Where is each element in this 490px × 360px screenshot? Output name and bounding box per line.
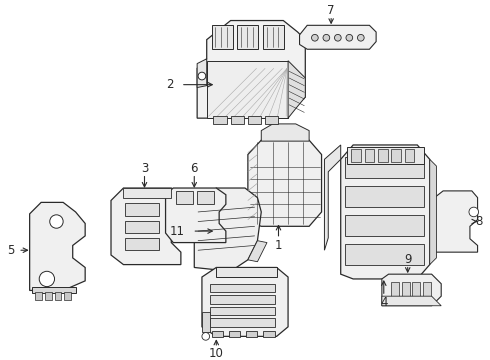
- Bar: [237, 25, 258, 49]
- Bar: [214, 116, 227, 124]
- Text: 6: 6: [191, 162, 198, 175]
- Circle shape: [335, 35, 341, 41]
- Circle shape: [50, 215, 63, 228]
- Polygon shape: [288, 61, 305, 118]
- Polygon shape: [31, 287, 75, 293]
- Bar: [210, 307, 275, 315]
- Bar: [345, 215, 424, 236]
- Bar: [345, 157, 424, 179]
- Text: 11: 11: [170, 225, 185, 238]
- Bar: [125, 203, 159, 216]
- Bar: [54, 292, 61, 300]
- Bar: [210, 284, 275, 292]
- Bar: [64, 292, 71, 300]
- Bar: [248, 116, 261, 124]
- Circle shape: [469, 207, 479, 217]
- Circle shape: [323, 35, 330, 41]
- Polygon shape: [248, 241, 267, 262]
- Polygon shape: [123, 188, 172, 198]
- Polygon shape: [197, 21, 305, 118]
- Polygon shape: [194, 188, 261, 271]
- Bar: [125, 238, 159, 250]
- Polygon shape: [382, 274, 441, 306]
- Circle shape: [202, 333, 210, 340]
- Polygon shape: [248, 140, 321, 226]
- Text: 7: 7: [327, 4, 335, 18]
- Bar: [392, 149, 401, 162]
- Polygon shape: [166, 188, 226, 243]
- Bar: [347, 147, 424, 164]
- Text: 2: 2: [166, 78, 173, 91]
- Bar: [365, 149, 374, 162]
- Polygon shape: [207, 61, 288, 118]
- Polygon shape: [111, 188, 181, 265]
- Text: 5: 5: [7, 244, 14, 257]
- Polygon shape: [202, 267, 288, 336]
- Circle shape: [358, 35, 364, 41]
- Bar: [263, 330, 275, 337]
- Bar: [345, 243, 424, 265]
- Polygon shape: [435, 191, 478, 252]
- Polygon shape: [30, 202, 85, 291]
- Bar: [35, 292, 42, 300]
- Bar: [351, 149, 361, 162]
- Bar: [405, 149, 415, 162]
- Bar: [231, 116, 244, 124]
- Bar: [345, 186, 424, 207]
- Circle shape: [346, 35, 353, 41]
- Bar: [45, 292, 51, 300]
- Text: 9: 9: [404, 253, 412, 266]
- Bar: [197, 191, 214, 204]
- Bar: [210, 318, 275, 327]
- Bar: [210, 295, 275, 304]
- Polygon shape: [382, 296, 441, 306]
- Bar: [263, 25, 284, 49]
- Text: 10: 10: [209, 347, 224, 360]
- Polygon shape: [430, 159, 437, 265]
- Bar: [402, 282, 410, 303]
- Bar: [265, 116, 278, 124]
- Polygon shape: [299, 25, 376, 49]
- Text: 8: 8: [476, 215, 483, 228]
- Polygon shape: [261, 124, 309, 141]
- Bar: [246, 330, 257, 337]
- Text: 1: 1: [275, 239, 282, 252]
- Text: 4: 4: [380, 296, 388, 309]
- Polygon shape: [197, 59, 207, 87]
- Polygon shape: [341, 145, 430, 279]
- Bar: [125, 221, 159, 233]
- Bar: [202, 312, 210, 332]
- Polygon shape: [216, 267, 276, 277]
- Bar: [378, 149, 388, 162]
- Polygon shape: [324, 145, 341, 250]
- Bar: [392, 282, 399, 303]
- Bar: [423, 282, 431, 303]
- Bar: [212, 330, 223, 337]
- Bar: [229, 330, 240, 337]
- Circle shape: [312, 35, 318, 41]
- Bar: [413, 282, 420, 303]
- Circle shape: [39, 271, 54, 287]
- Bar: [212, 25, 233, 49]
- Circle shape: [198, 72, 206, 80]
- Bar: [176, 191, 194, 204]
- Text: 3: 3: [141, 162, 148, 175]
